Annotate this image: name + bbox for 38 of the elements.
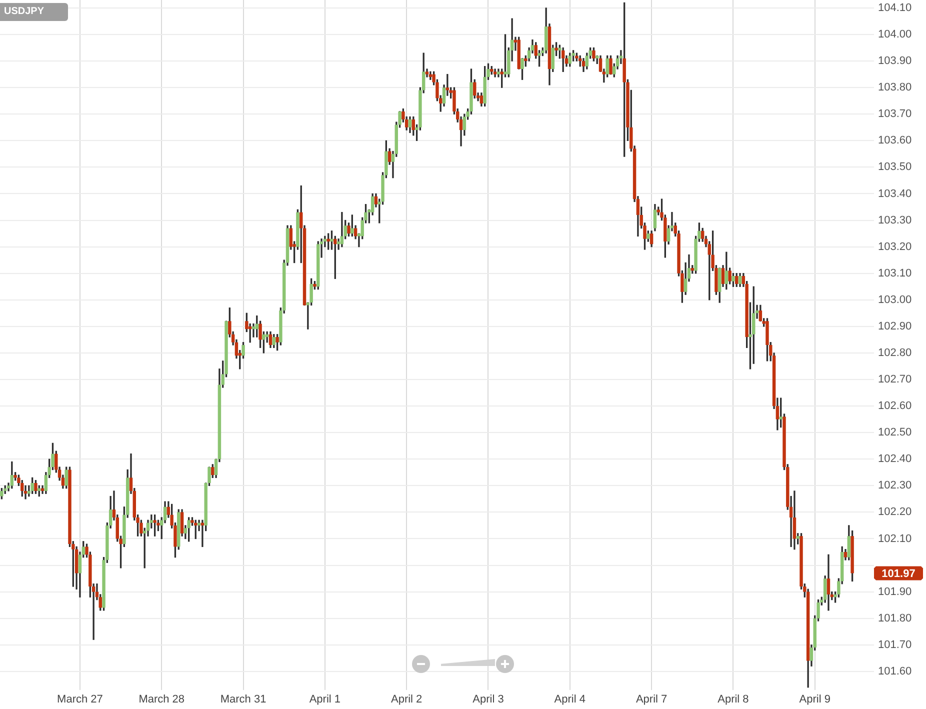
y-tick-label: 103.40 bbox=[878, 188, 912, 200]
y-tick-label: 101.80 bbox=[878, 612, 912, 624]
y-tick-label: 103.80 bbox=[878, 82, 912, 94]
x-tick-label: March 28 bbox=[138, 694, 185, 706]
y-tick-label: 102.50 bbox=[878, 426, 912, 439]
x-tick-label: March 27 bbox=[57, 694, 103, 706]
y-tick-label: 102.30 bbox=[878, 480, 912, 492]
y-tick-label: 102.60 bbox=[878, 400, 912, 412]
text: 101.97 bbox=[882, 568, 916, 580]
y-tick-label: 102.40 bbox=[878, 453, 912, 466]
y-tick-label: 103.60 bbox=[878, 134, 912, 147]
y-tick-label: 103.30 bbox=[878, 214, 912, 226]
x-tick-label: April 1 bbox=[309, 694, 341, 706]
y-tick-label: 103.90 bbox=[878, 55, 912, 68]
y-tick-label: 101.60 bbox=[878, 665, 912, 678]
y-tick-label: 102.90 bbox=[878, 320, 912, 332]
x-tick-label: April 3 bbox=[472, 694, 504, 706]
x-tick-label: April 8 bbox=[718, 694, 749, 706]
x-tick-label: March 31 bbox=[220, 694, 266, 706]
y-tick-label: 102.20 bbox=[878, 506, 912, 518]
candlestick bbox=[340, 212, 344, 248]
y-tick-label: 104.00 bbox=[878, 28, 912, 41]
y-tick-label: 102.10 bbox=[878, 532, 912, 545]
y-tick-label: 104.10 bbox=[878, 2, 912, 14]
text: USDJPY bbox=[0, 3, 68, 21]
x-tick-label: April 4 bbox=[554, 694, 586, 706]
y-tick-label: 101.70 bbox=[878, 638, 912, 651]
y-tick-label: 103.70 bbox=[878, 108, 912, 120]
y-tick-label: 101.90 bbox=[878, 586, 912, 598]
x-tick-label: April 9 bbox=[799, 694, 830, 706]
y-tick-label: 102.80 bbox=[878, 346, 912, 359]
y-tick-label: 103.00 bbox=[878, 294, 912, 306]
y-tick-label: 102.70 bbox=[878, 374, 912, 386]
y-tick-label: 103.50 bbox=[878, 161, 912, 174]
y-tick-label: 103.20 bbox=[878, 240, 912, 253]
x-tick-label: April 2 bbox=[390, 694, 422, 706]
x-tick-label: April 7 bbox=[636, 694, 668, 706]
y-tick-label: 103.10 bbox=[878, 267, 912, 280]
